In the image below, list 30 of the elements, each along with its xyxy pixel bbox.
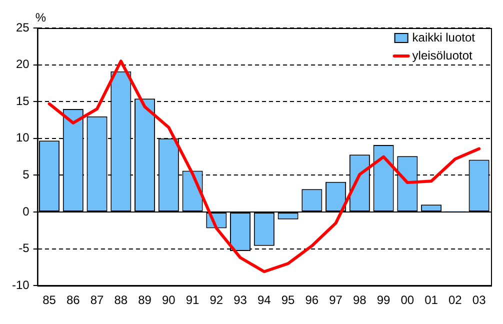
y-tick-label: 20 [16, 57, 30, 72]
x-tick-label: 03 [472, 293, 486, 308]
legend-label: kaikki luotot [412, 30, 476, 44]
y-tick-label: -10 [12, 278, 30, 292]
x-tick-label: 89 [138, 293, 152, 308]
x-tick-label: 97 [329, 293, 343, 308]
x-tick-label: 00 [400, 293, 414, 308]
x-tick-label: 87 [90, 293, 104, 308]
x-tick-label: 95 [281, 293, 296, 308]
x-tick-label: 98 [353, 293, 367, 308]
x-tick-label: 93 [234, 293, 248, 308]
y-tick-label: 15 [16, 94, 30, 108]
x-tick-label: 01 [424, 293, 438, 308]
y-tick-label: 5 [22, 168, 30, 182]
x-tick-label: 99 [376, 293, 391, 308]
x-tick-label: 91 [186, 293, 200, 308]
x-tick-label: 86 [66, 293, 80, 308]
x-tick-label: 94 [257, 293, 272, 308]
y-axis-title: % [35, 10, 46, 24]
x-tick-label: 90 [162, 293, 176, 308]
y-tick-label: 10 [16, 130, 30, 145]
legend-label: yleisöluotot [412, 48, 474, 62]
x-tick-label: 96 [305, 293, 319, 308]
x-tick-label: 92 [210, 293, 224, 308]
x-tick-label: 85 [42, 293, 56, 308]
y-tick-label: 25 [16, 20, 30, 34]
x-tick-label: 02 [448, 293, 462, 308]
x-tick-label: 88 [114, 293, 128, 308]
y-tick-label: 0 [22, 204, 30, 218]
y-tick-label: -5 [18, 241, 30, 256]
